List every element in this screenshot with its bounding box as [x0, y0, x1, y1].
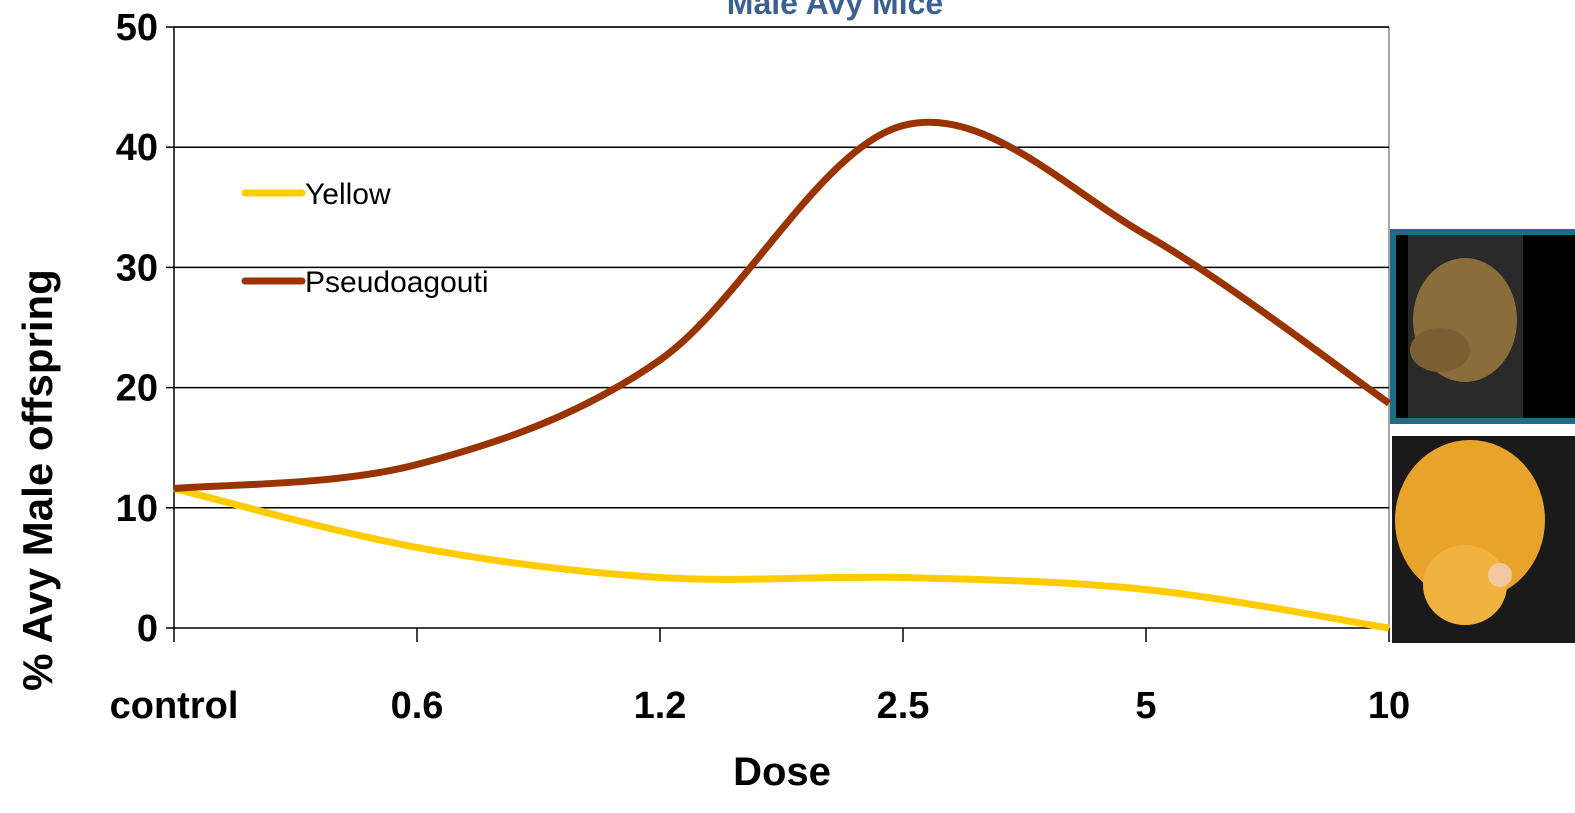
legend-label: Yellow — [305, 178, 391, 211]
x-tick-label: 0.6 — [391, 685, 444, 727]
x-axis-label: Dose — [733, 750, 831, 794]
x-tick-label: 10 — [1368, 685, 1410, 727]
legend-label: Pseudoagouti — [305, 266, 489, 299]
y-tick-label: 50 — [116, 7, 158, 49]
mouse-photo-brown — [1390, 229, 1575, 424]
y-tick-label: 0 — [137, 608, 158, 650]
x-tick-label: 5 — [1135, 685, 1156, 727]
x-tick-label: 2.5 — [877, 685, 930, 727]
chart-title: Male Avy Mice — [727, 0, 943, 21]
mouse-photo-yellow — [1392, 436, 1575, 643]
y-tick-label: 20 — [116, 368, 158, 410]
series-line — [173, 118, 1391, 493]
y-axis-label: % Avy Male offspring — [14, 269, 61, 691]
x-tick-label: control — [110, 685, 239, 727]
y-tick-label: 40 — [116, 127, 158, 169]
y-tick-label: 10 — [116, 488, 158, 530]
series-line — [173, 485, 1390, 632]
x-tick-label: 1.2 — [634, 685, 687, 727]
y-tick-label: 30 — [116, 247, 158, 289]
